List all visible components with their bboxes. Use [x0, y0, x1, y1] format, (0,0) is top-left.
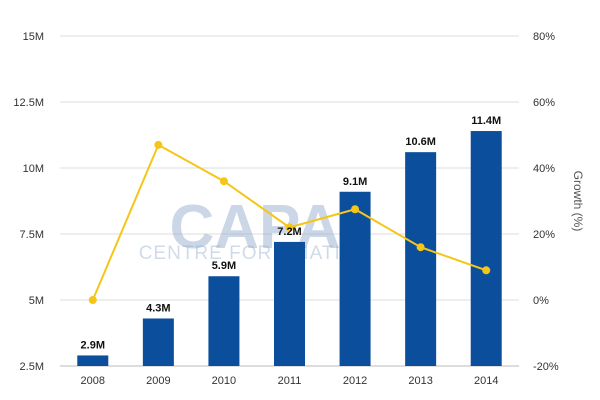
bar	[142, 318, 174, 366]
left-tick-label: 5M	[29, 295, 44, 307]
left-tick-label: 12.5M	[13, 97, 44, 109]
growth-point	[416, 243, 425, 252]
right-y-axis: -20% 0% 20% 40% 60% 80%	[533, 31, 559, 373]
x-tick-label: 2011	[278, 375, 302, 387]
bar-data-label: 11.4M	[471, 115, 501, 127]
bar	[274, 241, 305, 366]
bar-data-label: 10.6M	[405, 136, 436, 148]
right-axis-title: Growth (%)	[571, 171, 585, 232]
x-axis: 2008 2009 2010 2011 2012 2013 2014	[81, 375, 499, 387]
bar-data-label: 4.3M	[146, 302, 170, 314]
growth-point	[154, 140, 163, 149]
growth-point	[351, 205, 360, 214]
capa-watermark: CAPA CENTRE FOR AVIATION	[139, 193, 372, 264]
x-tick-label: 2012	[343, 375, 367, 387]
right-tick-label: 60%	[533, 97, 555, 109]
right-tick-label: -20%	[533, 361, 559, 373]
right-tick-label: 80%	[533, 31, 555, 43]
growth-point	[219, 177, 228, 186]
bar	[77, 355, 109, 366]
bar-data-label: 7.2M	[277, 226, 301, 238]
growth-point	[482, 266, 491, 275]
bar-data-label: 9.1M	[343, 176, 367, 188]
x-tick-label: 2009	[146, 375, 170, 387]
left-tick-label: 10M	[23, 163, 44, 175]
bar	[470, 131, 502, 366]
watermark-logo: CAPA	[169, 193, 340, 262]
right-tick-label: 20%	[533, 229, 555, 241]
x-tick-label: 2014	[474, 375, 498, 387]
left-tick-label: 7.5M	[20, 229, 44, 241]
left-y-axis: 2.5M 5M 7.5M 10M 12.5M 15M	[13, 31, 44, 373]
bar-data-label: 5.9M	[212, 260, 236, 272]
left-tick-label: 15M	[23, 31, 44, 43]
right-tick-label: 0%	[533, 295, 549, 307]
right-tick-label: 40%	[533, 163, 555, 175]
growth-point	[285, 223, 294, 232]
x-tick-label: 2013	[408, 375, 432, 387]
bar	[405, 152, 437, 366]
left-tick-label: 2.5M	[20, 361, 44, 373]
bar	[339, 191, 371, 366]
bar	[208, 276, 240, 366]
bar-series	[77, 131, 502, 366]
bar-data-label: 2.9M	[81, 339, 105, 351]
growth-point	[88, 296, 97, 304]
growth-line-series	[88, 140, 491, 304]
x-tick-label: 2008	[81, 375, 105, 387]
x-tick-label: 2010	[212, 375, 236, 387]
watermark-subtitle: CENTRE FOR AVIATION	[139, 243, 372, 264]
data-labels: 2.9M 4.3M 5.9M 7.2M 9.1M 10.6M 11.4M	[81, 115, 502, 351]
